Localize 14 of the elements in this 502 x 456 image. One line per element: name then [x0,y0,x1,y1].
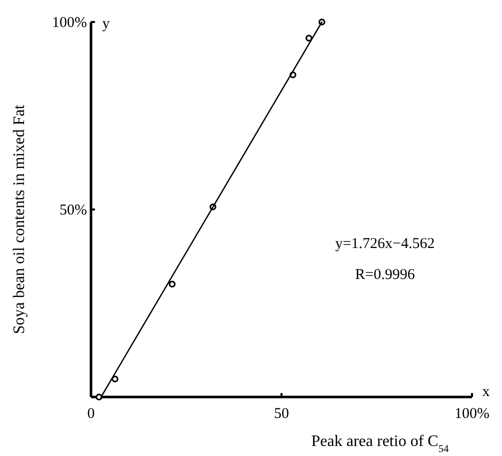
x-axis-title: Peak area retio of C$_{54}$ [311,433,450,454]
y-tick-label: 50% [60,202,87,218]
annotation: y [102,16,110,32]
x-tick-label: 50 [274,406,289,422]
x-tick-label: 100% [454,406,490,422]
text: x [482,384,490,400]
annotation: y=1.726x−4.562 [335,236,435,252]
point [96,394,102,400]
y-axis-title: Soya bean oil contents in mixed Fat [11,104,28,334]
point [168,280,176,288]
point [306,34,312,42]
x-tick-label: 0 [87,406,95,422]
point [112,376,118,382]
annotation: R=0.9996 [355,267,416,283]
